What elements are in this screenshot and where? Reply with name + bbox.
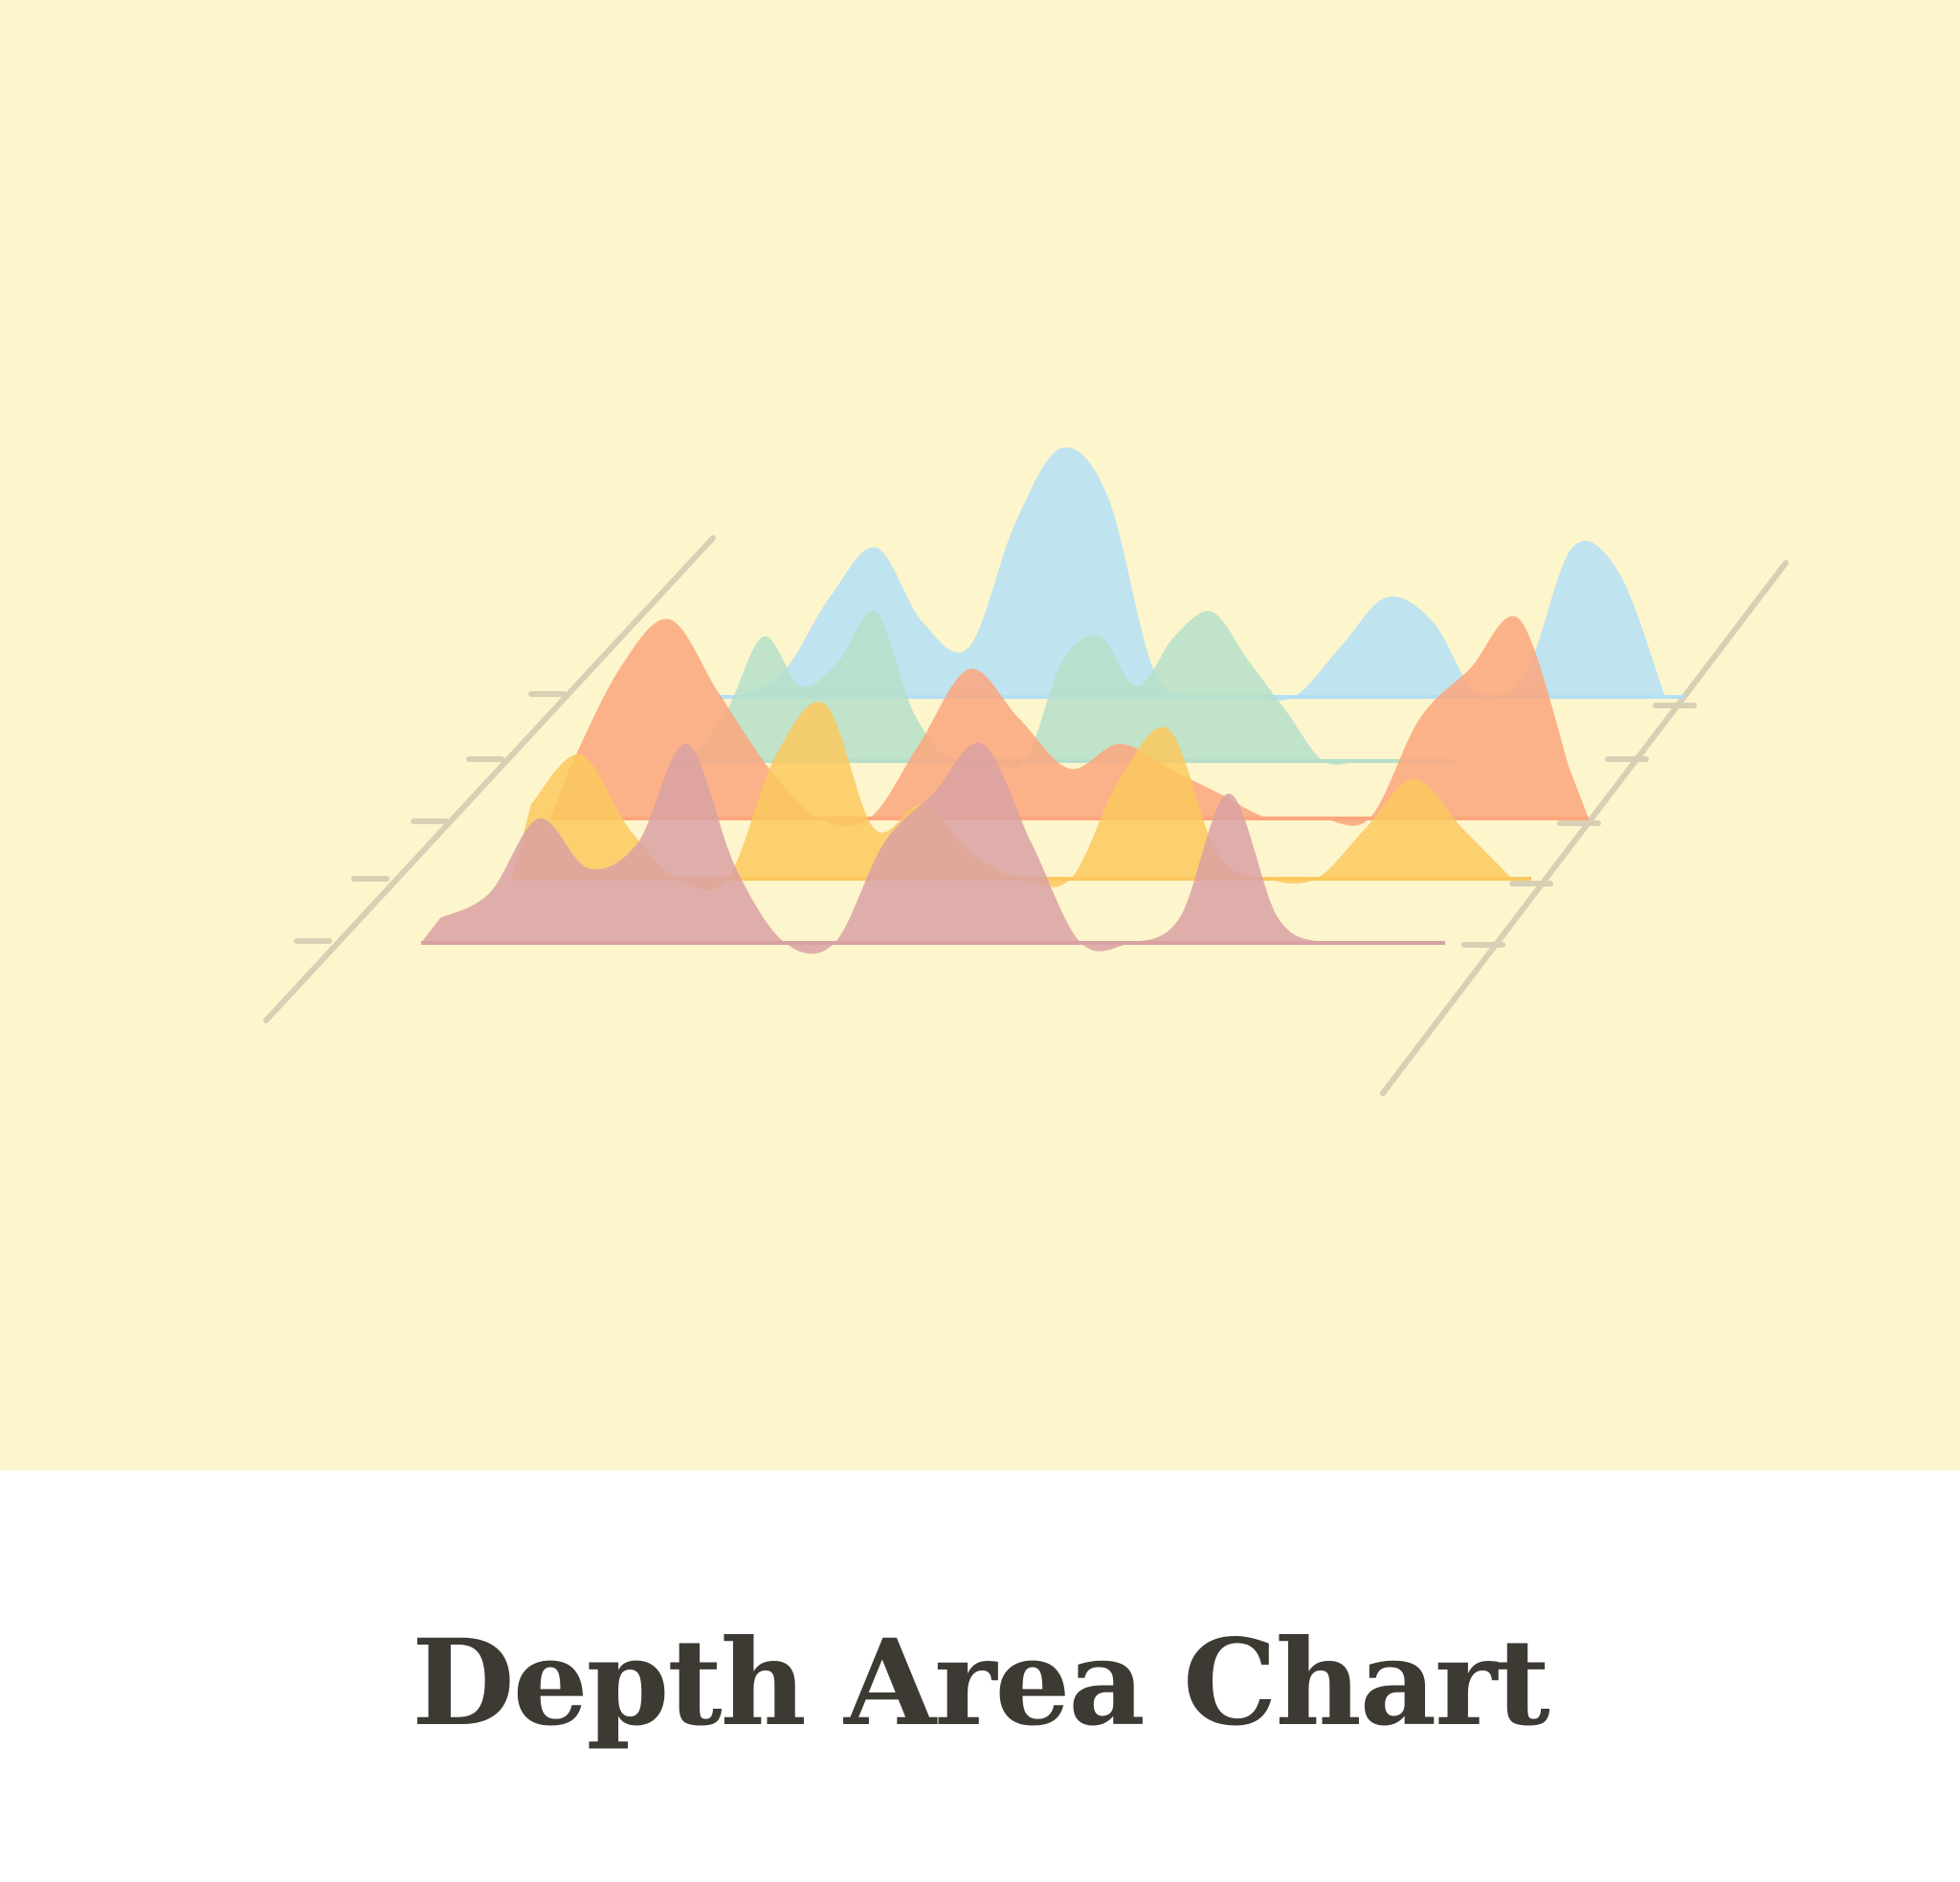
- chart-illustration: [0, 0, 1960, 1470]
- area-series-2: [670, 610, 1455, 769]
- right-depth-axis: [1380, 560, 1789, 1096]
- depth-area-chart: [263, 447, 1789, 1096]
- area-series-3: [550, 616, 1589, 827]
- areas-layer: [421, 447, 1684, 954]
- axes-layer: [263, 535, 1789, 1096]
- caption-area: Depth Area Chart: [0, 1470, 1960, 1882]
- chart-caption: Depth Area Chart: [412, 1614, 1549, 1753]
- area-series-4: [512, 702, 1531, 890]
- left-depth-axis: [263, 535, 716, 1023]
- area-series-1: [718, 447, 1684, 701]
- area-series-5: [421, 742, 1445, 954]
